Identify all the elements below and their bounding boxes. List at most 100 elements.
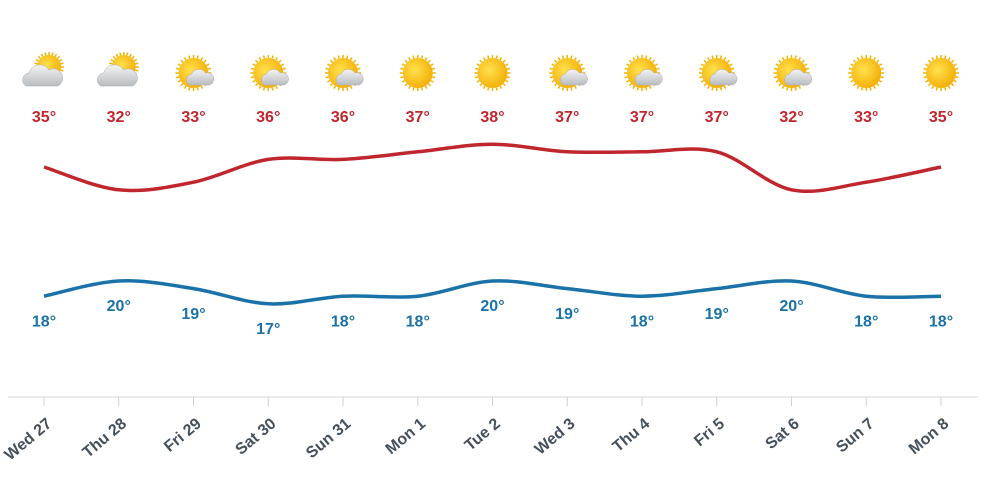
x-tick-label: Thu 4	[610, 415, 654, 456]
sun-ray	[349, 85, 353, 89]
sun-ray	[327, 79, 331, 83]
sun-ray	[561, 55, 565, 59]
sun-ray	[325, 76, 329, 79]
sun-ray	[126, 52, 129, 56]
weather-icon	[474, 55, 511, 91]
value-label: 32°	[107, 109, 131, 126]
sun-ray	[430, 63, 434, 67]
x-tick-label: Thu 28	[80, 415, 131, 461]
value-label: 19°	[181, 306, 205, 323]
sun-ray	[873, 57, 876, 61]
sun-ray	[333, 85, 337, 89]
cloud	[261, 69, 289, 86]
sun-ray	[549, 67, 553, 70]
sun-ray	[329, 83, 333, 87]
sun-ray	[944, 87, 947, 91]
sun-ray	[327, 63, 331, 67]
sun	[477, 58, 508, 88]
sun-ray	[652, 59, 656, 63]
sun-ray	[636, 87, 639, 91]
sun-ray	[703, 59, 707, 63]
sun-ray	[432, 76, 436, 79]
sun-ray	[711, 87, 714, 91]
sun-ray	[505, 79, 509, 83]
sun-ray	[430, 79, 434, 83]
cloud	[709, 69, 738, 86]
sun-ray	[628, 83, 632, 87]
x-tick-label: Sat 6	[763, 415, 803, 453]
sun-ray	[54, 53, 58, 57]
sun-ray	[645, 87, 648, 91]
sun-ray	[188, 55, 191, 59]
sun-ray	[482, 57, 486, 61]
sun-ray	[574, 57, 577, 61]
sun-ray	[711, 55, 714, 59]
sun-ray	[412, 87, 415, 91]
sun-ray	[404, 83, 408, 87]
sun-ray	[487, 87, 490, 91]
weather-icon	[698, 55, 738, 91]
sun-ray	[794, 55, 797, 59]
sun-ray	[329, 59, 333, 63]
value-label: 38°	[480, 109, 504, 126]
cloud	[22, 64, 63, 87]
sun-ray	[271, 55, 274, 59]
weather-icon	[97, 52, 139, 87]
sun-ray	[177, 79, 181, 83]
sun-ray	[51, 52, 54, 56]
sun-ray	[254, 83, 259, 87]
sun-ray	[258, 85, 262, 89]
sun-ray	[648, 85, 652, 89]
sun	[851, 58, 882, 88]
sun-ray	[424, 85, 428, 89]
sun-ray	[357, 67, 361, 70]
sun-ray	[654, 63, 658, 67]
weather-icon	[624, 55, 663, 91]
sun-ray	[873, 85, 876, 89]
sun-ray	[878, 79, 883, 83]
sun-ray	[553, 83, 558, 87]
sun-ray	[135, 69, 139, 72]
sun-ray	[502, 59, 506, 63]
sun-ray	[798, 85, 802, 89]
value-label: 33°	[854, 109, 878, 126]
sun-ray	[203, 59, 207, 63]
value-label: 20°	[480, 298, 504, 315]
sun-ray	[570, 55, 573, 59]
value-label: 37°	[555, 109, 579, 126]
sun-ray	[280, 63, 285, 67]
sun-ray	[337, 55, 340, 59]
value-label: 32°	[779, 109, 803, 126]
x-tick-label: Sun 31	[303, 415, 354, 462]
sun-ray	[781, 85, 785, 89]
value-label: 19°	[555, 306, 579, 323]
sun-ray	[200, 85, 204, 89]
x-tick-label: Fri 5	[691, 415, 728, 450]
sun-ray	[577, 59, 581, 63]
value-label: 36°	[331, 109, 355, 126]
sun-ray	[935, 55, 938, 59]
sun-ray	[175, 67, 180, 70]
sun-ray	[499, 85, 503, 89]
sun-ray	[860, 87, 864, 91]
value-label: 37°	[630, 109, 654, 126]
weather-icon	[250, 55, 289, 91]
sun-ray	[207, 67, 212, 70]
sun-ray	[346, 87, 349, 91]
sun-ray	[37, 55, 42, 60]
sun-ray	[801, 59, 805, 63]
sun-ray	[131, 55, 135, 60]
sun-ray	[935, 87, 938, 91]
sun-ray	[860, 55, 864, 59]
sun-ray	[474, 67, 479, 70]
sun-ray	[876, 59, 880, 63]
sun-ray	[333, 57, 337, 61]
sun-ray	[180, 83, 184, 87]
sun-ray	[135, 62, 139, 65]
sun-ray	[805, 67, 810, 70]
sun-ray	[773, 67, 778, 70]
sun-ray	[645, 55, 648, 59]
sun-ray	[632, 85, 636, 89]
sun-ray	[119, 52, 122, 56]
sun-ray	[632, 57, 636, 61]
